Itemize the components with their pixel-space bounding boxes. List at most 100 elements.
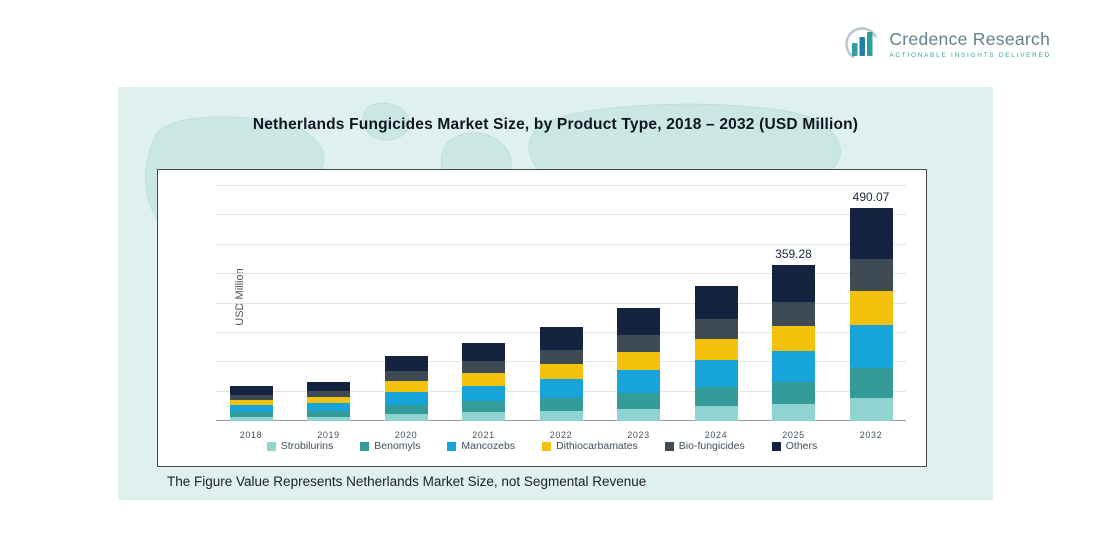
x-axis-tick-label: 2021 [472,430,495,440]
bar-segment-others [462,342,505,362]
bar-segment-others [772,264,815,303]
legend-label: Others [785,440,818,452]
bar-segment-bio-fungicides [849,258,893,291]
bar-segment-bio-fungicides [539,349,583,364]
bar-column-2018: 2018 [228,368,274,440]
x-axis-tick-label: 2024 [704,430,728,440]
x-axis-tick-label: 2018 [239,430,263,440]
bar-segment-benomyls [772,381,815,404]
bar-segment-bio-fungicides [462,361,505,374]
bar-segment-bio-fungicides [694,318,738,339]
gridline [216,243,906,245]
logo-tagline: Actionable Insights Delivered [889,52,1051,59]
bar-segment-dithiocarbamates [539,363,583,379]
bar-segment-bio-fungicides [307,391,350,398]
logo-text: Credence Research Actionable Insights De… [889,29,1051,59]
bar-value-label: 490.07 [852,189,890,204]
chart-panel: Netherlands Fungicides Market Size, by P… [118,87,993,500]
stacked-bar [617,307,660,421]
gridline [216,302,906,304]
legend-swatch [664,441,674,451]
bar-segment-mancozebs [307,403,350,412]
legend-label: Bio-fungicides [678,440,745,452]
bar-segment-others [617,307,660,336]
gridline [216,185,906,186]
bar-column-2025: 359.28 2025 [771,246,817,440]
bar-segment-benomyls [694,387,738,407]
bar-segment-bio-fungicides [617,335,660,353]
x-axis-tick-label: 2022 [549,430,573,440]
bar-column-2022: 2022 [538,309,584,440]
stacked-bar [539,327,583,421]
bar-segment-benomyls [617,392,660,409]
bar-segment-others [539,327,583,350]
bar-segment-dithiocarbamates [617,352,660,371]
plot-area: USD Million 2018 2019 2020 2021 2022 2023 2024… [216,185,906,440]
bar-column-2023: 2023 [616,290,662,440]
bar-segment-dithiocarbamates [694,338,738,361]
gridline [216,273,906,275]
legend-item-strobilurins: Strobilurins [266,440,333,452]
bar-segment-others [307,381,350,392]
bar-segment-others [694,286,738,319]
bar-segment-mancozebs [617,370,660,393]
bar-segment-mancozebs [462,385,505,402]
bar-segment-dithiocarbamates [307,397,350,404]
bar-segment-benomyls [849,367,893,398]
footer-note: The Figure Value Represents Netherlands … [167,474,647,489]
stacked-bar [849,207,893,421]
bar-segment-mancozebs [384,391,428,405]
legend-item-mancozebs: Mancozebs [447,440,515,452]
stacked-bar [229,386,273,421]
bar-segment-benomyls [307,411,350,417]
x-axis-tick-label: 2020 [394,430,418,440]
bar-segment-strobilurins [307,416,350,421]
legend-swatch [266,441,276,451]
legend-item-dithiocarbamates: Dithiocarbamates [542,440,638,452]
bar-segment-dithiocarbamates [462,373,505,386]
legend-swatch [542,441,552,451]
bar-chart-logo-icon [845,27,880,61]
bar-segment-dithiocarbamates [384,381,428,392]
bar-segment-dithiocarbamates [772,325,815,351]
x-axis-tick-label: 2023 [627,430,650,440]
bar-segment-benomyls [229,412,273,418]
bar-segment-strobilurins [849,397,893,421]
credence-research-logo: Credence Research Actionable Insights De… [844,26,1051,62]
bar-column-2019: 2019 [306,364,352,440]
x-axis-tick-label: 2032 [859,430,883,440]
bar-segment-mancozebs [694,360,738,388]
legend-item-bio-fungicides: Bio-fungicides [664,440,745,452]
bar-segment-mancozebs [772,350,815,382]
stacked-bar [772,264,815,421]
bar-column-2032: 490.07 2032 [848,189,894,440]
bar-segment-bio-fungicides [384,371,428,382]
x-axis-tick-label: 2019 [317,430,340,440]
bar-column-2021: 2021 [461,325,507,440]
bar-value-label: 359.28 [775,246,812,261]
bar-segment-others [384,355,428,372]
bar-segment-benomyls [462,401,505,413]
bar-column-2020: 2020 [383,338,429,440]
legend-label: Benomyls [374,440,421,452]
bar-segment-benomyls [539,397,583,411]
bar-segment-strobilurins [462,412,505,421]
bar-segment-mancozebs [229,405,273,413]
legend-swatch [771,441,781,451]
legend: Strobilurins Benomyls Mancozebs Dithiocarba… [158,440,926,452]
bar-segment-mancozebs [849,325,893,368]
bar-segment-dithiocarbamates [229,399,273,406]
bar-column-2024: 2024 [693,268,739,440]
legend-item-others: Others [771,440,818,452]
bar-segment-strobilurins [772,403,815,421]
bar-segment-mancozebs [539,378,583,398]
bar-segment-strobilurins [539,410,583,421]
bar-segment-strobilurins [694,406,738,421]
legend-label: Dithiocarbamates [556,440,638,452]
legend-swatch [447,441,457,451]
bar-segment-bio-fungicides [229,394,273,400]
bar-segment-bio-fungicides [772,302,815,326]
stacked-bar [694,286,738,421]
bar-segment-others [849,207,893,259]
